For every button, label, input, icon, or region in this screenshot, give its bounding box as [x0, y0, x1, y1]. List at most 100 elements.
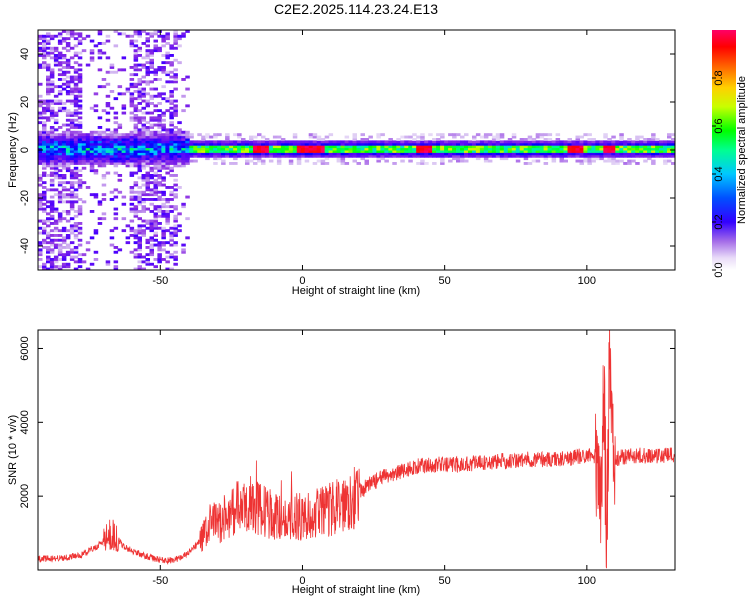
heatmap-cell	[372, 154, 377, 158]
heatmap-cell	[651, 162, 656, 165]
heatmap-cell	[69, 169, 75, 173]
heatmap-cell	[575, 138, 580, 141]
heatmap-cell	[42, 109, 47, 113]
heatmap-cell	[483, 140, 489, 144]
heatmap-cell	[105, 145, 111, 149]
heatmap-cell	[137, 246, 142, 249]
heatmap-cell	[38, 116, 43, 120]
heatmap-cell	[38, 145, 43, 149]
heatmap-cell	[69, 92, 75, 96]
heatmap-cell	[667, 147, 672, 151]
heatmap-cell	[587, 154, 592, 158]
colorbar: 0.00.20.40.60.8 Normalized spectral ampl…	[712, 30, 748, 278]
heatmap-cell	[316, 159, 322, 163]
heatmap-cell	[153, 87, 158, 91]
heatmap-cell	[137, 130, 142, 134]
heatmap-cell	[49, 243, 55, 247]
heatmap-cell	[213, 157, 218, 161]
heatmap-cell	[149, 176, 154, 180]
heatmap-cell	[129, 226, 135, 230]
colorbar-tick-label: 0.4	[713, 166, 725, 181]
x-tick-label: 100	[578, 575, 596, 587]
heatmap-cell	[304, 142, 310, 146]
heatmap-cell	[97, 56, 103, 60]
heatmap-cell	[77, 147, 83, 151]
heatmap-cell	[424, 145, 429, 149]
heatmap-cell	[408, 152, 413, 156]
heatmap-cell	[89, 157, 95, 161]
heatmap-cell	[141, 198, 146, 201]
heatmap-cell	[503, 150, 509, 153]
heatmap-cell	[153, 238, 158, 242]
heatmap-cell	[133, 157, 139, 161]
heatmap-cell	[531, 152, 537, 156]
heatmap-cell	[46, 133, 51, 137]
heatmap-cell	[177, 130, 182, 134]
heatmap-cell	[165, 255, 170, 259]
heatmap-cell	[46, 174, 51, 177]
heatmap-cell	[153, 231, 158, 235]
heatmap-cell	[332, 147, 338, 151]
heatmap-cell	[97, 140, 103, 144]
heatmap-cell	[73, 255, 79, 259]
heatmap-cell	[543, 147, 549, 151]
heatmap-cell	[241, 142, 246, 146]
heatmap-cell	[177, 229, 182, 233]
heatmap-cell	[137, 116, 142, 120]
heatmap-cell	[499, 147, 505, 151]
heatmap-cell	[611, 150, 616, 153]
heatmap-cell	[49, 159, 55, 163]
heatmap-cell	[591, 145, 596, 149]
heatmap-cell	[46, 102, 51, 105]
heatmap-cell	[69, 140, 75, 144]
heatmap-cell	[85, 157, 91, 161]
x-tick-label: 50	[439, 575, 451, 587]
heatmap-cell	[53, 267, 59, 270]
heatmap-cell	[93, 135, 99, 139]
heatmap-cell	[49, 207, 55, 211]
heatmap-cell	[77, 265, 83, 269]
heatmap-cell	[141, 210, 146, 213]
heatmap-cell	[169, 111, 174, 115]
heatmap-cell	[336, 154, 342, 158]
heatmap-cell	[141, 164, 146, 168]
heatmap-cell	[57, 181, 63, 185]
heatmap-cell	[117, 32, 123, 36]
heatmap-cell	[396, 147, 401, 151]
heatmap-cell	[69, 133, 75, 137]
heatmap-cell	[296, 150, 302, 153]
heatmap-cell	[149, 51, 154, 55]
heatmap-cell	[611, 152, 616, 156]
heatmap-cell	[149, 162, 154, 165]
x-tick-label: 50	[439, 275, 451, 287]
heatmap-cell	[133, 135, 139, 139]
heatmap-cell	[197, 154, 202, 158]
heatmap-cell	[49, 265, 55, 269]
heatmap-cell	[46, 99, 51, 103]
heatmap-cell	[428, 133, 433, 137]
heatmap-cell	[448, 154, 453, 158]
heatmap-cell	[173, 32, 178, 36]
heatmap-cell	[280, 152, 286, 156]
heatmap-cell	[284, 142, 290, 146]
heatmap-cell	[468, 142, 473, 146]
heatmap-cell	[141, 183, 146, 187]
heatmap-cell	[185, 145, 190, 149]
heatmap-cell	[161, 226, 166, 230]
heatmap-cell	[523, 142, 529, 146]
heatmap-cell	[253, 152, 258, 156]
heatmap-cell	[129, 135, 135, 139]
heatmap-cell	[157, 226, 162, 230]
heatmap-cell	[153, 186, 158, 189]
heatmap-cell	[133, 44, 139, 48]
heatmap-cell	[587, 142, 592, 146]
heatmap-cell	[651, 150, 656, 153]
heatmap-cell	[113, 188, 119, 192]
heatmap-cell	[284, 147, 290, 151]
heatmap-cell	[181, 164, 186, 168]
heatmap-cell	[93, 145, 99, 149]
heatmap-cell	[551, 142, 557, 146]
heatmap-cell	[125, 90, 131, 93]
heatmap-cell	[49, 87, 55, 91]
heatmap-cell	[149, 229, 154, 233]
